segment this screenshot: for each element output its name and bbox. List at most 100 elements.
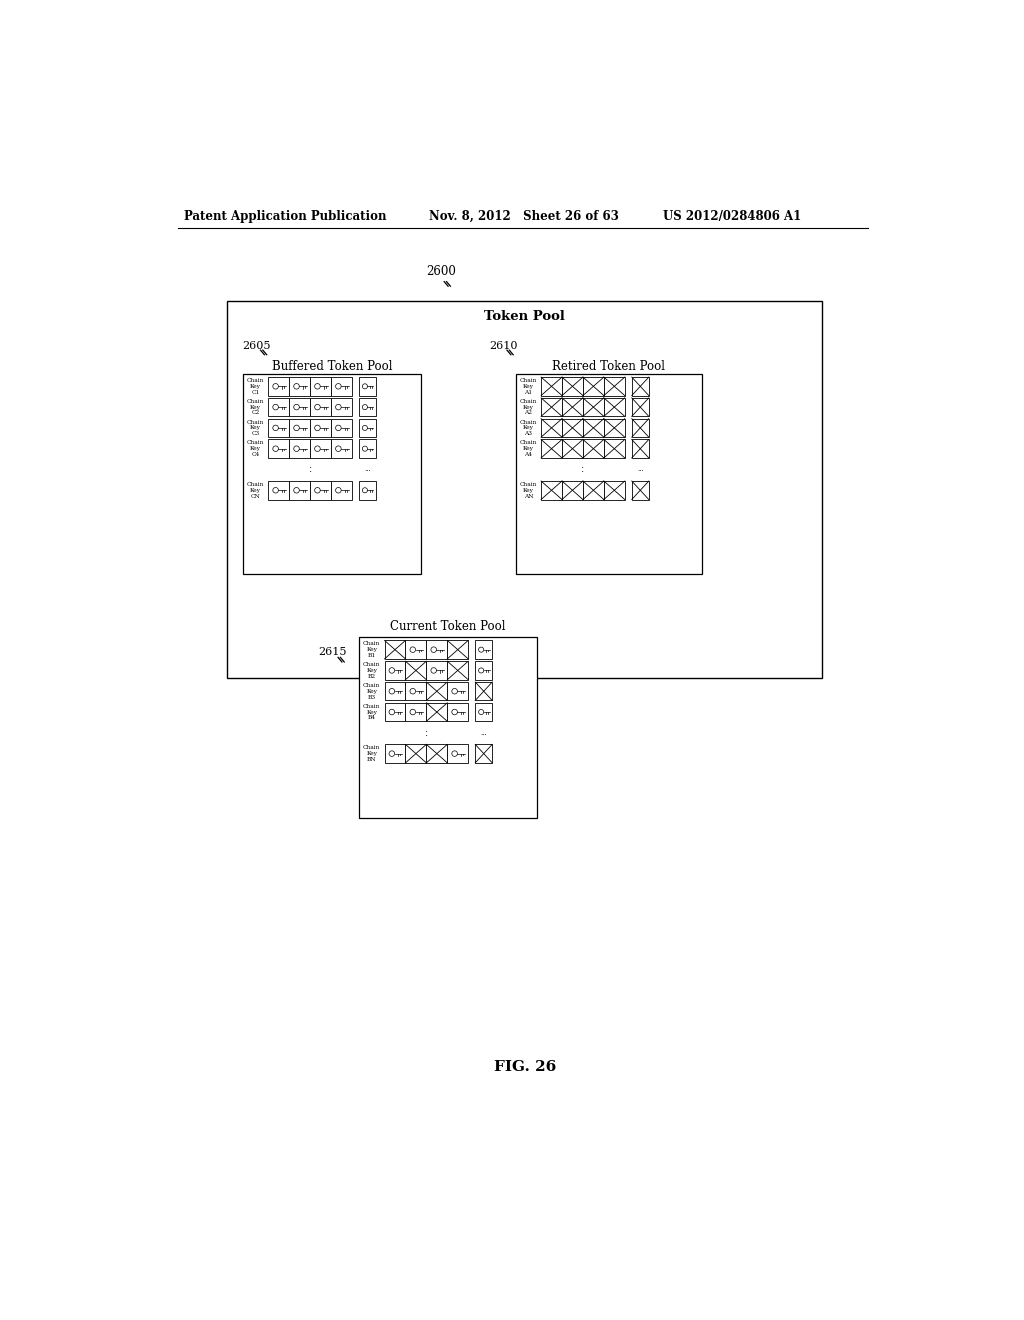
Bar bbox=[562, 397, 583, 416]
Text: Nov. 8, 2012   Sheet 26 of 63: Nov. 8, 2012 Sheet 26 of 63 bbox=[429, 210, 618, 223]
Text: Chain
Key
C2: Chain Key C2 bbox=[247, 399, 264, 416]
Bar bbox=[562, 480, 583, 499]
Bar bbox=[604, 378, 625, 396]
Bar bbox=[632, 378, 649, 396]
Bar bbox=[475, 702, 493, 721]
Bar bbox=[331, 418, 352, 437]
Bar bbox=[541, 378, 562, 396]
Bar bbox=[331, 397, 352, 416]
Text: Chain
Key
A3: Chain Key A3 bbox=[519, 420, 537, 436]
Bar bbox=[268, 440, 289, 458]
Text: Chain
Key
B1: Chain Key B1 bbox=[364, 642, 381, 657]
Bar bbox=[359, 378, 376, 396]
Bar bbox=[447, 640, 468, 659]
Bar bbox=[447, 744, 468, 763]
Text: Chain
Key
AN: Chain Key AN bbox=[519, 482, 537, 499]
Text: Chain
Key
C1: Chain Key C1 bbox=[247, 378, 264, 395]
Bar bbox=[268, 397, 289, 416]
Bar bbox=[562, 378, 583, 396]
Text: 2605: 2605 bbox=[243, 341, 271, 351]
Bar bbox=[331, 378, 352, 396]
Bar bbox=[541, 480, 562, 499]
Bar bbox=[331, 440, 352, 458]
Bar bbox=[406, 661, 426, 680]
Bar bbox=[289, 378, 310, 396]
Text: ...: ... bbox=[365, 466, 371, 473]
Bar bbox=[359, 638, 538, 818]
Bar bbox=[385, 640, 406, 659]
Bar bbox=[310, 480, 331, 499]
Bar bbox=[426, 661, 447, 680]
Text: Patent Application Publication: Patent Application Publication bbox=[183, 210, 386, 223]
Bar bbox=[406, 702, 426, 721]
Text: Buffered Token Pool: Buffered Token Pool bbox=[271, 360, 392, 372]
Bar bbox=[604, 418, 625, 437]
Text: Chain
Key
A1: Chain Key A1 bbox=[519, 378, 537, 395]
Text: ...: ... bbox=[637, 466, 644, 473]
Text: :: : bbox=[308, 465, 311, 474]
Text: FIG. 26: FIG. 26 bbox=[494, 1060, 556, 1074]
Bar bbox=[562, 418, 583, 437]
Bar bbox=[385, 702, 406, 721]
Bar bbox=[359, 418, 376, 437]
Bar bbox=[604, 440, 625, 458]
Bar bbox=[632, 418, 649, 437]
Bar bbox=[289, 480, 310, 499]
Bar bbox=[632, 397, 649, 416]
Text: Chain
Key
A2: Chain Key A2 bbox=[519, 399, 537, 416]
Bar bbox=[583, 418, 604, 437]
Text: ...: ... bbox=[480, 730, 487, 735]
Bar bbox=[310, 397, 331, 416]
Bar bbox=[541, 397, 562, 416]
Bar bbox=[632, 440, 649, 458]
Bar bbox=[385, 682, 406, 701]
Bar bbox=[447, 702, 468, 721]
Text: Chain
Key
B2: Chain Key B2 bbox=[364, 663, 381, 678]
Bar bbox=[243, 374, 421, 574]
Bar bbox=[447, 682, 468, 701]
Bar bbox=[426, 744, 447, 763]
Bar bbox=[289, 418, 310, 437]
Bar bbox=[406, 682, 426, 701]
Bar bbox=[310, 440, 331, 458]
Bar bbox=[331, 480, 352, 499]
Bar bbox=[289, 440, 310, 458]
Text: Chain
Key
C4: Chain Key C4 bbox=[247, 441, 264, 457]
Text: US 2012/0284806 A1: US 2012/0284806 A1 bbox=[663, 210, 801, 223]
Bar bbox=[541, 418, 562, 437]
Bar bbox=[515, 374, 701, 574]
Bar bbox=[583, 440, 604, 458]
Bar bbox=[583, 397, 604, 416]
Text: Chain
Key
B3: Chain Key B3 bbox=[364, 682, 381, 700]
Bar bbox=[289, 397, 310, 416]
Bar bbox=[359, 440, 376, 458]
Bar bbox=[604, 480, 625, 499]
Text: Chain
Key
CN: Chain Key CN bbox=[247, 482, 264, 499]
Text: 2610: 2610 bbox=[489, 341, 518, 351]
Bar bbox=[385, 744, 406, 763]
Bar bbox=[310, 378, 331, 396]
Bar bbox=[406, 744, 426, 763]
Bar bbox=[583, 480, 604, 499]
Bar bbox=[268, 418, 289, 437]
Text: 2615: 2615 bbox=[318, 647, 347, 656]
Bar bbox=[604, 397, 625, 416]
Text: Chain
Key
B4: Chain Key B4 bbox=[364, 704, 381, 721]
Text: Retired Token Pool: Retired Token Pool bbox=[552, 360, 665, 372]
Bar bbox=[426, 682, 447, 701]
Bar bbox=[359, 397, 376, 416]
Text: Chain
Key
A4: Chain Key A4 bbox=[519, 441, 537, 457]
Bar bbox=[562, 440, 583, 458]
Bar bbox=[385, 661, 406, 680]
Bar bbox=[475, 661, 493, 680]
Text: Current Token Pool: Current Token Pool bbox=[390, 620, 506, 634]
Bar bbox=[310, 418, 331, 437]
Bar bbox=[406, 640, 426, 659]
Text: 2600: 2600 bbox=[426, 265, 457, 279]
Bar bbox=[268, 480, 289, 499]
Bar bbox=[227, 301, 822, 678]
Text: :: : bbox=[425, 727, 428, 738]
Bar bbox=[426, 640, 447, 659]
Bar bbox=[632, 480, 649, 499]
Text: Chain
Key
C3: Chain Key C3 bbox=[247, 420, 264, 436]
